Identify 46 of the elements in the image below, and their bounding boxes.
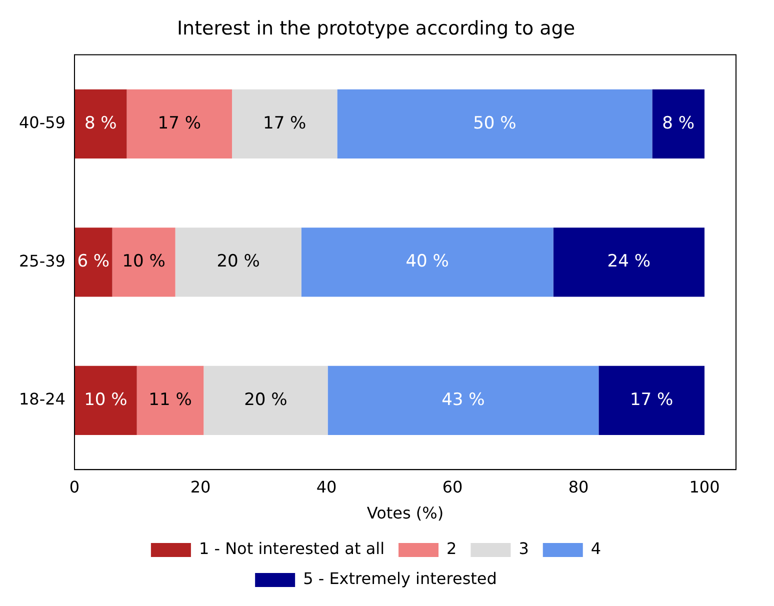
data-label: 17 % [263,113,306,134]
x-tick-label: 80 [568,477,589,496]
x-tick-label: 60 [442,477,463,496]
data-label: 50 % [473,113,516,134]
data-label: 8 % [84,113,117,134]
x-tick-label: 20 [190,477,211,496]
x-tick-label: 40 [316,477,337,496]
y-tick-label: 25-39 [18,251,66,270]
data-label: 20 % [216,252,260,272]
bar [74,228,112,297]
x-axis-title: Votes (%) [366,504,444,523]
data-label: 8 % [662,113,695,134]
data-label: 11 % [148,390,192,410]
bar [232,89,338,158]
y-tick-label: 18-24 [18,390,66,409]
bar [553,228,704,297]
data-label: 43 % [442,390,485,410]
chart-title: Interest in the prototype according to age [176,17,576,40]
bar [598,366,704,436]
x-tick-label: 100 [689,477,720,496]
legend-label: 4 [590,539,602,558]
data-label: 40 % [406,252,449,272]
legend-label: 2 [446,539,457,558]
bar [175,228,302,297]
data-label: 24 % [607,252,650,272]
data-label: 6 % [77,252,110,272]
legend-label: 5 - Extremely interested [303,569,497,588]
y-tick-label: 40-59 [18,113,66,132]
x-tick-label: 0 [69,477,80,496]
legend-label: 1 - Not interested at all [198,539,385,558]
bar [74,366,137,436]
data-label: 17 % [630,390,674,410]
data-label: 17 % [158,113,201,134]
legend-label: 3 [518,539,529,558]
bar [112,228,176,297]
bar [301,228,554,297]
bar [337,89,652,158]
bar [74,89,127,158]
bar [126,89,232,158]
bar [204,366,328,436]
data-label: 20 % [244,390,288,410]
bar [328,366,599,436]
data-label: 10 % [84,390,128,410]
data-label: 10 % [122,252,166,272]
bar [136,366,204,436]
bar [652,89,704,158]
